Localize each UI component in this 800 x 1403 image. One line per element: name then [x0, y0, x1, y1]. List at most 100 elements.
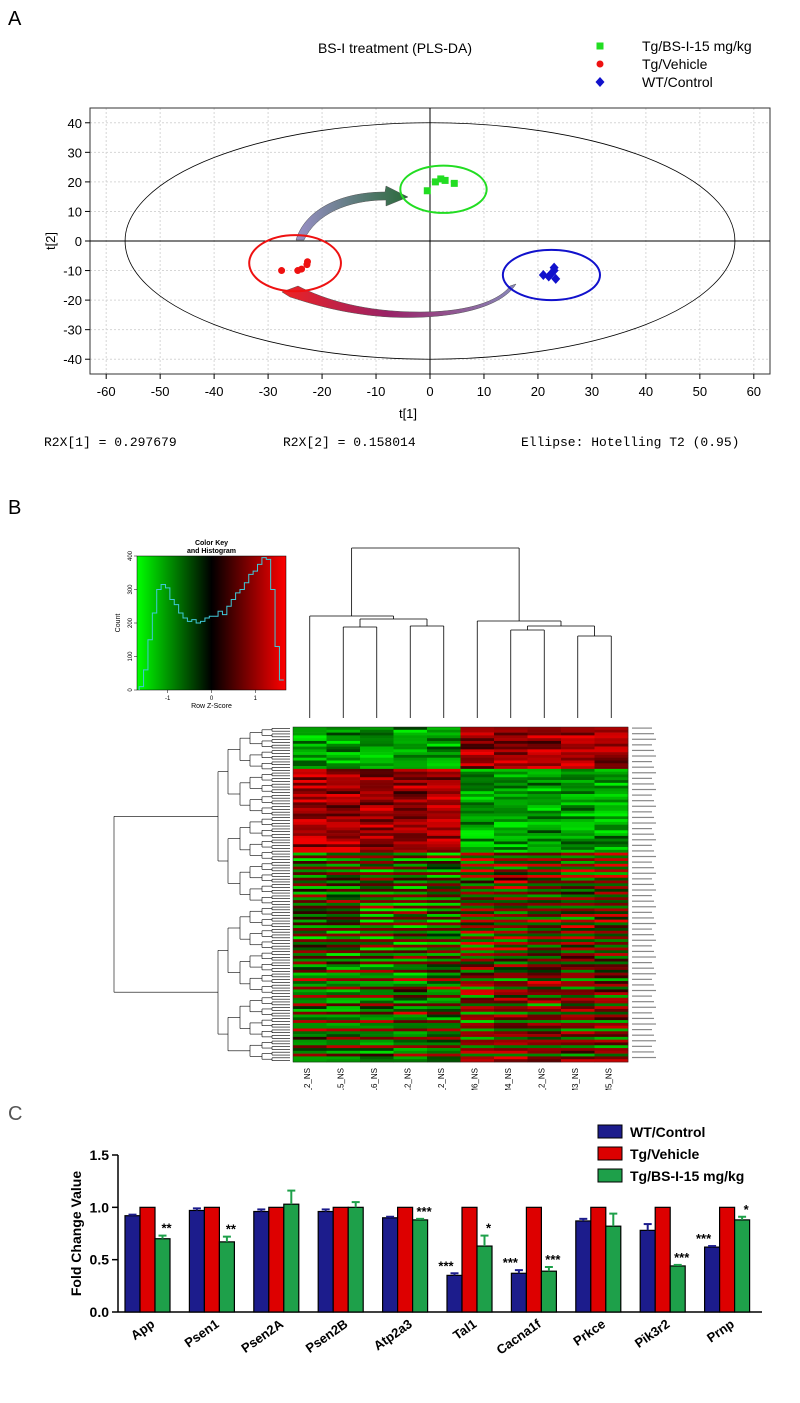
heatmap-cell [460, 961, 495, 965]
heatmap-cell [494, 754, 528, 759]
heatmap-cell [326, 852, 361, 856]
heatmap-cell [594, 847, 629, 851]
heatmap-cell [293, 939, 327, 943]
heatmap-cell [326, 947, 361, 951]
heatmap-cell [293, 908, 327, 912]
heatmap-cell [393, 849, 428, 853]
heatmap-cell [494, 785, 528, 789]
heatmap-cell [561, 757, 595, 761]
scatter-point [450, 179, 458, 187]
heatmap-cell [561, 978, 595, 982]
heatmap-cell [326, 824, 361, 828]
heatmap-cell [427, 886, 461, 890]
heatmap-cell [326, 919, 361, 923]
heatmap-cell [561, 1022, 595, 1027]
heatmap-cell [460, 981, 495, 985]
heatmap-cell [494, 869, 528, 873]
heatmap-cell [326, 936, 361, 940]
heatmap-cell [460, 805, 495, 809]
heatmap-cell [494, 1056, 528, 1060]
row-label-mark [632, 867, 654, 869]
heatmap-cell [594, 1034, 629, 1038]
heatmap-cell [594, 866, 629, 870]
heatmap-cell [360, 992, 394, 996]
heatmap-cell [527, 835, 562, 839]
heatmap-cell [293, 785, 327, 789]
heatmap-cell [427, 824, 461, 828]
heatmap-cell [561, 849, 595, 853]
heatmap-cell [427, 855, 461, 859]
heatmap-cell [594, 900, 629, 904]
y-tick-label: -20 [63, 293, 82, 308]
heatmap-cell [594, 916, 629, 920]
heatmap-cell [561, 869, 595, 873]
heatmap-cell [427, 821, 461, 826]
heatmap-cell [326, 958, 361, 962]
heatmap-cell [293, 941, 327, 946]
heatmap-cell [360, 780, 394, 784]
row-label-mark [632, 1040, 656, 1042]
heatmap-cell [561, 810, 595, 814]
heatmap-cell [527, 1045, 562, 1049]
heatmap-cell [460, 844, 495, 848]
row-label-mark [632, 755, 656, 757]
ellipse-label: Ellipse: Hotelling T2 (0.95) [521, 435, 739, 450]
heatmap-cell [460, 754, 495, 759]
bar [718, 1206, 736, 1313]
heatmap-cell [293, 780, 327, 784]
bar [540, 1270, 558, 1313]
row-label-mark [632, 962, 652, 964]
heatmap-cell [427, 1036, 461, 1040]
heatmap-cell [293, 1039, 327, 1043]
heatmap-cell [594, 972, 629, 976]
bar [218, 1241, 235, 1313]
heatmap-cell [427, 905, 461, 909]
heatmap-cell [326, 777, 361, 781]
heatmap-cell [293, 1003, 327, 1007]
heatmap-cell [494, 992, 528, 996]
heatmap-cell [393, 771, 428, 775]
panel-label-c: C [8, 1103, 23, 1125]
heatmap-cell [494, 740, 528, 745]
heatmap-cell [393, 955, 428, 960]
heatmap-cell [561, 983, 595, 987]
heatmap-cell [360, 858, 394, 862]
heatmap-cell [326, 914, 361, 918]
heatmap-cell [561, 955, 595, 960]
heatmap-cell [561, 928, 595, 932]
heatmap-cell [326, 754, 361, 759]
heatmap-cell [494, 738, 528, 742]
heatmap-cell [460, 908, 495, 912]
heatmap-cell [360, 754, 394, 759]
heatmap-cell [293, 777, 327, 781]
heatmap-cell [293, 757, 327, 761]
heatmap-cell [594, 746, 629, 750]
heatmap-cell [594, 735, 629, 739]
heatmap-cell [360, 830, 394, 834]
heatmap-cell [293, 894, 327, 898]
heatmap-cell [326, 785, 361, 789]
heatmap-cell [494, 902, 528, 906]
heatmap-cell [326, 886, 361, 890]
heatmap-cell [393, 989, 428, 993]
y-tick-label: 0 [75, 234, 82, 249]
heatmap-cell [360, 813, 394, 817]
heatmap-cell [393, 785, 428, 789]
heatmap-cell [293, 964, 327, 968]
heatmap-cell [427, 766, 461, 770]
heatmap-cell [561, 953, 595, 957]
heatmap-cell [326, 810, 361, 814]
bar [654, 1206, 671, 1313]
heatmap-cell [427, 813, 461, 817]
heatmap-cell [494, 813, 528, 817]
heatmap-cell [494, 883, 528, 887]
heatmap-cell [326, 813, 361, 817]
heatmap-cell [494, 905, 528, 909]
heatmap-cell [326, 1011, 361, 1015]
heatmap-cell [427, 810, 461, 814]
heatmap-cell [460, 1048, 495, 1052]
heatmap-cell [460, 1000, 495, 1004]
heatmap-cell [594, 908, 629, 912]
heatmap-cell [460, 861, 495, 865]
heatmap-cell [427, 972, 461, 976]
